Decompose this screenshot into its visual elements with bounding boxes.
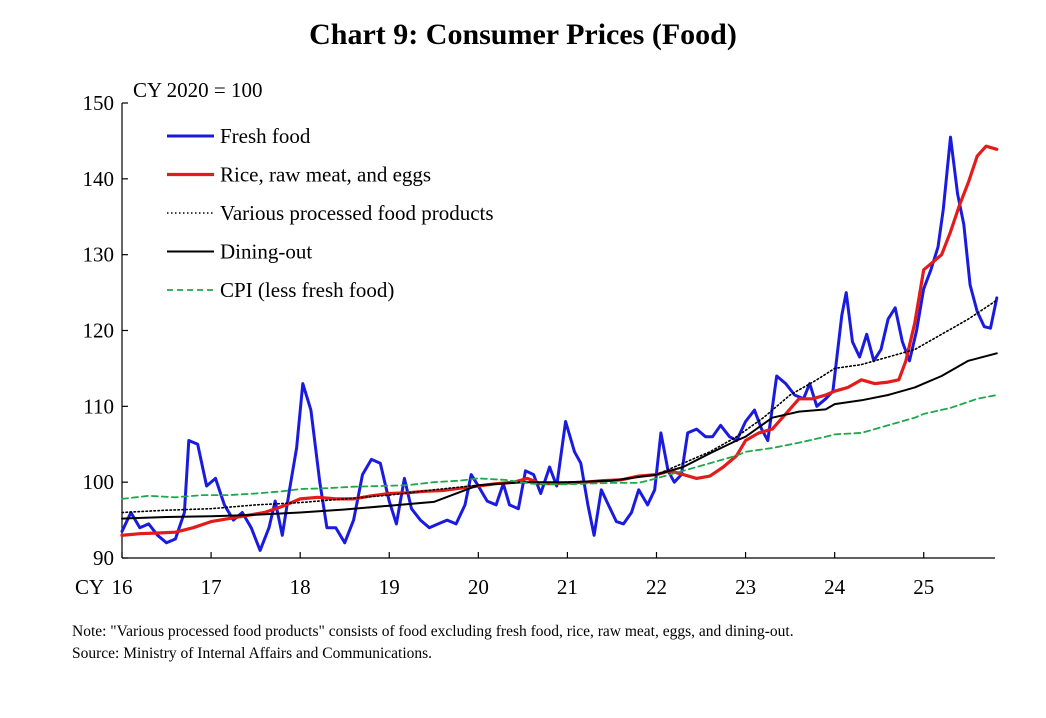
source-text: Source: Ministry of Internal Affairs and…: [72, 645, 433, 662]
x-tick-label: 23: [735, 575, 756, 599]
x-tick-label: 22: [646, 575, 667, 599]
x-tick-label: 20: [468, 575, 489, 599]
legend-label: Dining-out: [220, 240, 312, 264]
note-text: Note: "Various processed food products" …: [72, 623, 794, 640]
x-tick-label: 18: [290, 575, 311, 599]
y-axis-unit-label: CY 2020 = 100: [133, 78, 263, 102]
legend-label: CPI (less fresh food): [220, 278, 394, 302]
x-tick-label: 25: [913, 575, 934, 599]
y-tick-label: 130: [83, 243, 115, 267]
series-lines: [120, 135, 999, 552]
series-line-various-processed-food-products: [121, 299, 998, 514]
y-tick-label: 140: [83, 167, 115, 191]
legend-label: Fresh food: [220, 124, 311, 148]
x-tick-label: 17: [201, 575, 222, 599]
x-tick-label: 19: [379, 575, 400, 599]
x-axis-prefix: CY: [75, 575, 104, 599]
chart-title: Chart 9: Consumer Prices (Food): [309, 18, 737, 51]
axes: 90 100 110 120 130 140 150 16 17 18 19 20 21 22 23 24 25: [83, 91, 995, 599]
series-line-cpi-less-fresh-food: [121, 394, 998, 500]
x-tick-label: 21: [557, 575, 578, 599]
legend-label: Rice, raw meat, and eggs: [220, 163, 431, 187]
y-tick-label: 120: [83, 319, 115, 343]
legend-label: Various processed food products: [220, 201, 494, 225]
legend: Fresh food Rice, raw meat, and eggs Variou…: [167, 124, 494, 302]
x-tick-label: 24: [824, 575, 846, 599]
series-line-fresh-food: [120, 135, 999, 552]
x-tick-label: 16: [112, 575, 133, 599]
y-tick-label: 90: [93, 546, 114, 570]
y-tick-label: 150: [83, 91, 115, 115]
y-tick-label: 100: [83, 470, 115, 494]
notes: Note: "Various processed food products" …: [72, 621, 794, 665]
y-tick-label: 110: [83, 394, 114, 418]
series-line-dining-out: [121, 352, 998, 520]
